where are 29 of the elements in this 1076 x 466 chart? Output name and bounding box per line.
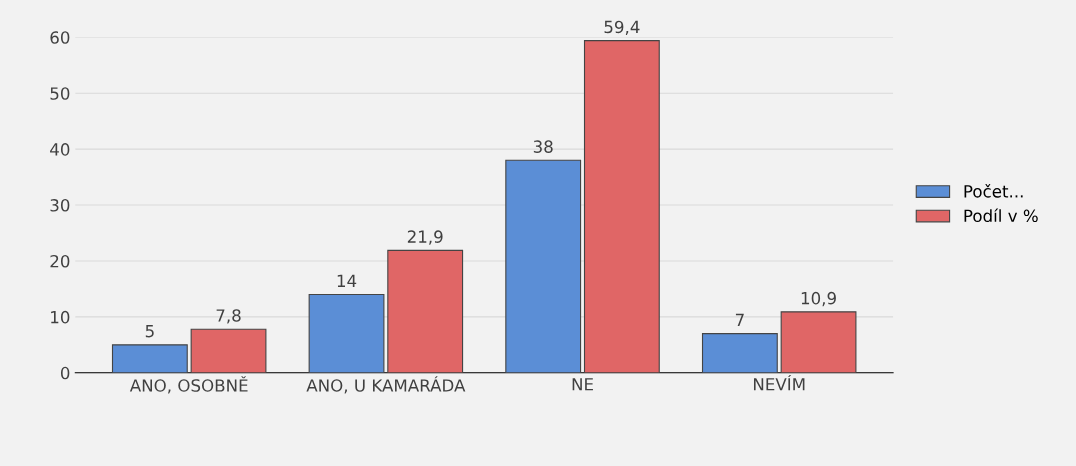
data-label: 21,9 bbox=[407, 230, 443, 245]
y-tick-label: 30 bbox=[50, 199, 70, 212]
bar bbox=[505, 159, 582, 373]
legend-label: Počet... bbox=[964, 184, 1023, 198]
bar bbox=[387, 249, 464, 373]
data-label: 5 bbox=[145, 325, 154, 338]
bar bbox=[190, 328, 267, 373]
y-tick-label: 10 bbox=[51, 310, 70, 324]
x-tick-label: ANO, OSOBNĚ bbox=[129, 376, 248, 394]
data-label: 59,4 bbox=[604, 20, 640, 35]
x-tick-label: NE bbox=[572, 378, 593, 391]
y-tick-label: 20 bbox=[50, 254, 70, 268]
x-tick-label: ANO, U KAMARÁDA bbox=[306, 376, 466, 394]
y-tick-label: 50 bbox=[50, 87, 70, 100]
x-tick-label: NEVÍM bbox=[753, 374, 805, 391]
data-label: 14 bbox=[337, 274, 357, 287]
data-label: 7 bbox=[735, 313, 744, 327]
bar bbox=[308, 293, 385, 373]
bar bbox=[701, 333, 778, 373]
legend-label: Podíl v % bbox=[964, 208, 1038, 223]
data-label: 7,8 bbox=[216, 309, 241, 324]
bar bbox=[780, 311, 857, 373]
data-label: 38 bbox=[533, 140, 553, 153]
data-label: 10,9 bbox=[801, 291, 836, 307]
y-tick-label: 0 bbox=[60, 366, 70, 380]
y-tick-label: 60 bbox=[50, 31, 70, 44]
bar bbox=[583, 40, 660, 373]
y-tick-label: 40 bbox=[50, 143, 70, 156]
bar bbox=[111, 344, 188, 373]
